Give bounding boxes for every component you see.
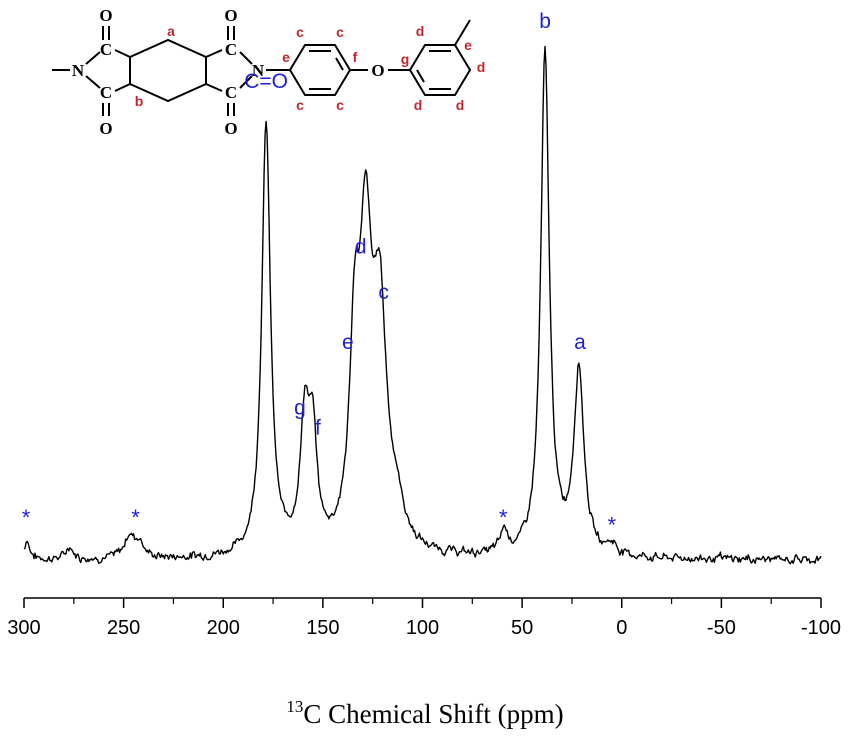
cyclohexane-ring <box>129 38 207 103</box>
spinning-sideband-marker: * <box>499 505 508 530</box>
atom-o-3: O <box>224 6 237 25</box>
x-tick-label: 250 <box>107 617 140 639</box>
x-axis-label-text: C Chemical Shift (ppm) <box>303 699 563 729</box>
atom-c-carbonyl-2: C <box>100 83 112 102</box>
atom-n-right: N <box>252 61 265 80</box>
peak-label-a: a <box>574 331 586 354</box>
spectrum-line <box>23 45 822 565</box>
x-tick-label: 300 <box>7 617 40 639</box>
site-label-d-2: d <box>477 59 486 75</box>
peak-label-e: e <box>342 331 354 354</box>
site-label-g: g <box>401 51 410 67</box>
atom-o-2: O <box>99 119 112 138</box>
atom-c-carbonyl-4: C <box>225 83 237 102</box>
site-label-e-1: e <box>282 49 290 65</box>
spinning-sideband-marker: * <box>608 512 617 537</box>
x-axis-label-superscript: 13 <box>286 697 303 716</box>
spinning-sideband-marker: * <box>22 505 31 530</box>
peak-label-f: f <box>315 416 321 439</box>
site-label-d-1: d <box>416 23 425 39</box>
bond <box>205 49 223 58</box>
site-label-c-1: c <box>296 24 304 40</box>
site-label-c-2: c <box>336 24 344 40</box>
bond <box>114 49 131 58</box>
peak-label-co: C=O <box>244 70 288 93</box>
chemical-structure: N C C O O a b C C O O N e c <box>52 6 485 138</box>
bond <box>239 75 253 89</box>
site-label-f: f <box>353 49 358 65</box>
peak-label-d: d <box>355 236 367 259</box>
site-label-b: b <box>135 93 144 109</box>
x-tick-label: 150 <box>306 617 339 639</box>
atom-o-ether: O <box>371 61 384 80</box>
peak-label-g: g <box>294 396 306 419</box>
bond <box>205 83 223 92</box>
site-label-d-4: d <box>456 97 465 113</box>
bond <box>85 51 101 65</box>
bond <box>335 57 344 71</box>
bond <box>416 69 425 83</box>
x-tick-label: 50 <box>511 617 533 639</box>
x-tick-label: 200 <box>207 617 240 639</box>
x-axis-tick-labels: 300 250 200 150 100 50 0 -50 -100 <box>7 617 841 639</box>
atom-n-left: N <box>72 61 85 80</box>
x-tick-label: 0 <box>616 617 627 639</box>
site-label-c-3: c <box>296 97 304 113</box>
x-tick-label: -100 <box>801 617 841 639</box>
x-tick-label: -50 <box>707 617 736 639</box>
site-label-a: a <box>167 23 175 39</box>
x-axis-label: 13C Chemical Shift (ppm) <box>286 697 563 729</box>
site-label-e-2: e <box>464 37 472 53</box>
bond <box>239 51 253 65</box>
atom-o-4: O <box>224 119 237 138</box>
site-label-d-3: d <box>414 97 423 113</box>
atom-c-carbonyl-3: C <box>225 40 237 59</box>
x-tick-label: 100 <box>406 617 439 639</box>
peak-label-c: c <box>378 281 389 304</box>
x-axis-ticks <box>23 598 822 608</box>
bond <box>85 75 101 89</box>
site-label-c-4: c <box>336 97 344 113</box>
spinning-sideband-marker: * <box>131 505 140 530</box>
atom-o-1: O <box>99 6 112 25</box>
phenyl-ring-1 <box>288 44 352 96</box>
methyl-bond-right <box>454 19 471 46</box>
atom-c-carbonyl-1: C <box>100 40 112 59</box>
bond <box>114 83 131 92</box>
phenyl-ring-2 <box>408 44 472 96</box>
peak-label-b: b <box>539 10 551 33</box>
